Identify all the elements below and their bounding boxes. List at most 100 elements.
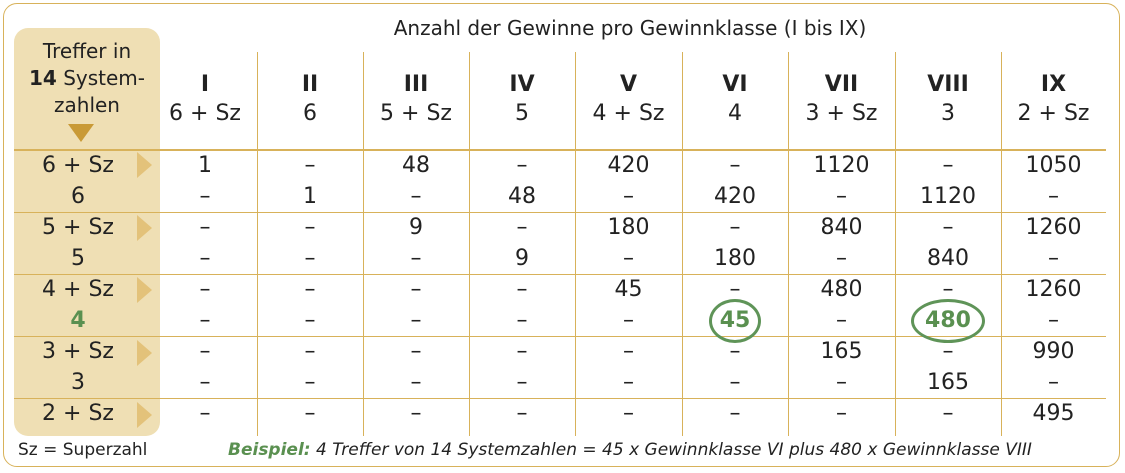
table-cell: – bbox=[304, 277, 316, 302]
side-header-line3: zahlen bbox=[54, 93, 120, 117]
example-text: 4 Treffer von 14 Systemzahlen = 45 x Gew… bbox=[310, 440, 1032, 460]
row-divider bbox=[14, 336, 1106, 337]
table-cell: – bbox=[836, 184, 847, 209]
table-cell: – bbox=[836, 308, 847, 333]
table-cell: – bbox=[729, 401, 741, 426]
table-cell: 1050 bbox=[1025, 153, 1082, 178]
table-cell: – bbox=[1048, 370, 1059, 395]
row-divider bbox=[14, 398, 1106, 399]
highlight-circle bbox=[911, 298, 985, 343]
table-cell: – bbox=[410, 339, 422, 364]
row-label: 5 bbox=[71, 246, 85, 271]
table-cell: – bbox=[304, 401, 316, 426]
row-label: 2 + Sz bbox=[42, 401, 114, 426]
column-class-6: VI bbox=[722, 72, 748, 97]
table-cell: 165 bbox=[927, 370, 969, 395]
column-match-5: 4 + Sz bbox=[592, 101, 665, 126]
table-cell: – bbox=[304, 339, 316, 364]
table-cell: – bbox=[199, 401, 211, 426]
side-header: Treffer in 14 System- zahlen bbox=[14, 38, 160, 119]
column-divider bbox=[575, 52, 576, 436]
table-cell: – bbox=[304, 153, 316, 178]
table-cell: 990 bbox=[1032, 339, 1075, 364]
table-cell: – bbox=[942, 401, 954, 426]
table-cell: – bbox=[410, 370, 422, 395]
down-arrow-icon bbox=[68, 124, 94, 142]
side-header-count: 14 bbox=[29, 66, 57, 90]
column-class-3: III bbox=[403, 72, 429, 97]
example-note: Beispiel: 4 Treffer von 14 Systemzahlen … bbox=[228, 440, 1032, 460]
example-label: Beispiel: bbox=[228, 440, 311, 460]
table-cell: 840 bbox=[927, 246, 969, 271]
table-cell: – bbox=[1048, 308, 1059, 333]
column-divider bbox=[469, 52, 470, 436]
row-label: 6 + Sz bbox=[42, 153, 114, 178]
table-cell: – bbox=[304, 215, 316, 240]
table-cell: – bbox=[199, 308, 211, 333]
column-divider bbox=[788, 52, 789, 436]
column-match-1: 6 + Sz bbox=[169, 101, 241, 126]
table-cell: 45 bbox=[614, 277, 643, 302]
table-cell: – bbox=[729, 370, 741, 395]
table-cell: 48 bbox=[402, 153, 430, 178]
table-cell: – bbox=[623, 246, 634, 271]
table-cell: 1 bbox=[303, 184, 317, 209]
table-cell: – bbox=[516, 215, 528, 240]
table-cell: – bbox=[199, 339, 211, 364]
table-cell: – bbox=[199, 184, 211, 209]
table-cell: 1120 bbox=[813, 153, 870, 178]
table-cell: 180 bbox=[607, 215, 650, 240]
column-divider bbox=[257, 52, 258, 436]
table-cell: 165 bbox=[820, 339, 863, 364]
row-label: 4 bbox=[70, 308, 86, 333]
table-cell: – bbox=[304, 246, 316, 271]
column-match-3: 5 + Sz bbox=[380, 101, 452, 126]
table-cell: – bbox=[516, 153, 528, 178]
row-arrow-icon bbox=[137, 402, 152, 428]
table-cell: – bbox=[836, 370, 847, 395]
table-cell: – bbox=[199, 277, 211, 302]
column-class-1: I bbox=[200, 72, 210, 97]
table-cell: – bbox=[942, 277, 954, 302]
row-divider bbox=[14, 212, 1106, 213]
column-match-6: 4 bbox=[728, 101, 742, 126]
row-arrow-icon bbox=[137, 277, 152, 303]
table-cell: 9 bbox=[515, 246, 529, 271]
table-cell: – bbox=[729, 153, 741, 178]
table-cell: – bbox=[942, 153, 954, 178]
legend: Sz = Superzahl bbox=[18, 440, 148, 460]
table-cell: 1260 bbox=[1025, 215, 1082, 240]
table-cell: – bbox=[516, 401, 528, 426]
column-class-2: II bbox=[301, 72, 319, 97]
row-divider bbox=[14, 274, 1106, 275]
column-match-4: 5 bbox=[515, 101, 529, 126]
table-cell: – bbox=[729, 339, 741, 364]
table-cell: – bbox=[199, 246, 211, 271]
table-cell: 420 bbox=[714, 184, 756, 209]
column-class-5: V bbox=[619, 72, 638, 97]
column-divider bbox=[682, 52, 683, 436]
column-match-7: 3 + Sz bbox=[805, 101, 878, 126]
row-arrow-icon bbox=[137, 152, 152, 178]
row-label: 3 bbox=[71, 370, 85, 395]
column-class-8: VIII bbox=[927, 72, 969, 97]
table-cell: 1260 bbox=[1025, 277, 1082, 302]
table-cell: – bbox=[516, 277, 528, 302]
table-cell: 180 bbox=[714, 246, 756, 271]
column-class-7: VII bbox=[824, 72, 859, 97]
table-cell: – bbox=[623, 401, 634, 426]
table-cell: – bbox=[410, 246, 422, 271]
row-label: 5 + Sz bbox=[42, 215, 114, 240]
table-cell: – bbox=[729, 215, 741, 240]
table-cell: 495 bbox=[1032, 401, 1075, 426]
table-cell: 48 bbox=[508, 184, 536, 209]
table-frame bbox=[3, 3, 1120, 467]
table-cell: – bbox=[836, 246, 847, 271]
table-cell: – bbox=[623, 339, 634, 364]
table-cell: – bbox=[942, 339, 954, 364]
row-arrow-icon bbox=[137, 340, 152, 366]
table-cell: – bbox=[516, 339, 528, 364]
column-class-4: IV bbox=[509, 72, 535, 97]
table-cell: – bbox=[410, 308, 422, 333]
column-divider bbox=[363, 52, 364, 436]
